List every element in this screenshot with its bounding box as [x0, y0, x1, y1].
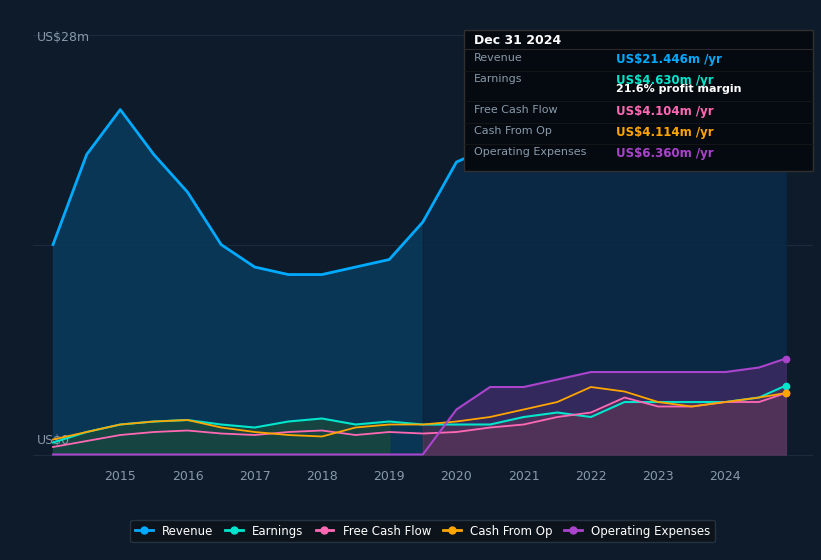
Text: Revenue: Revenue [474, 53, 522, 63]
Text: Operating Expenses: Operating Expenses [474, 147, 586, 157]
Text: 21.6% profit margin: 21.6% profit margin [616, 84, 741, 94]
Text: Dec 31 2024: Dec 31 2024 [474, 34, 561, 46]
Text: US$4.630m /yr: US$4.630m /yr [616, 74, 713, 87]
Text: US$28m: US$28m [37, 31, 89, 44]
Text: US$4.114m /yr: US$4.114m /yr [616, 126, 713, 139]
Text: US$6.360m /yr: US$6.360m /yr [616, 147, 713, 160]
Text: US$0: US$0 [37, 433, 70, 446]
Legend: Revenue, Earnings, Free Cash Flow, Cash From Op, Operating Expenses: Revenue, Earnings, Free Cash Flow, Cash … [131, 520, 715, 543]
Text: US$4.104m /yr: US$4.104m /yr [616, 105, 713, 118]
Text: Cash From Op: Cash From Op [474, 126, 552, 136]
Text: US$21.446m /yr: US$21.446m /yr [616, 53, 722, 66]
Text: Free Cash Flow: Free Cash Flow [474, 105, 557, 115]
Text: Earnings: Earnings [474, 74, 522, 84]
